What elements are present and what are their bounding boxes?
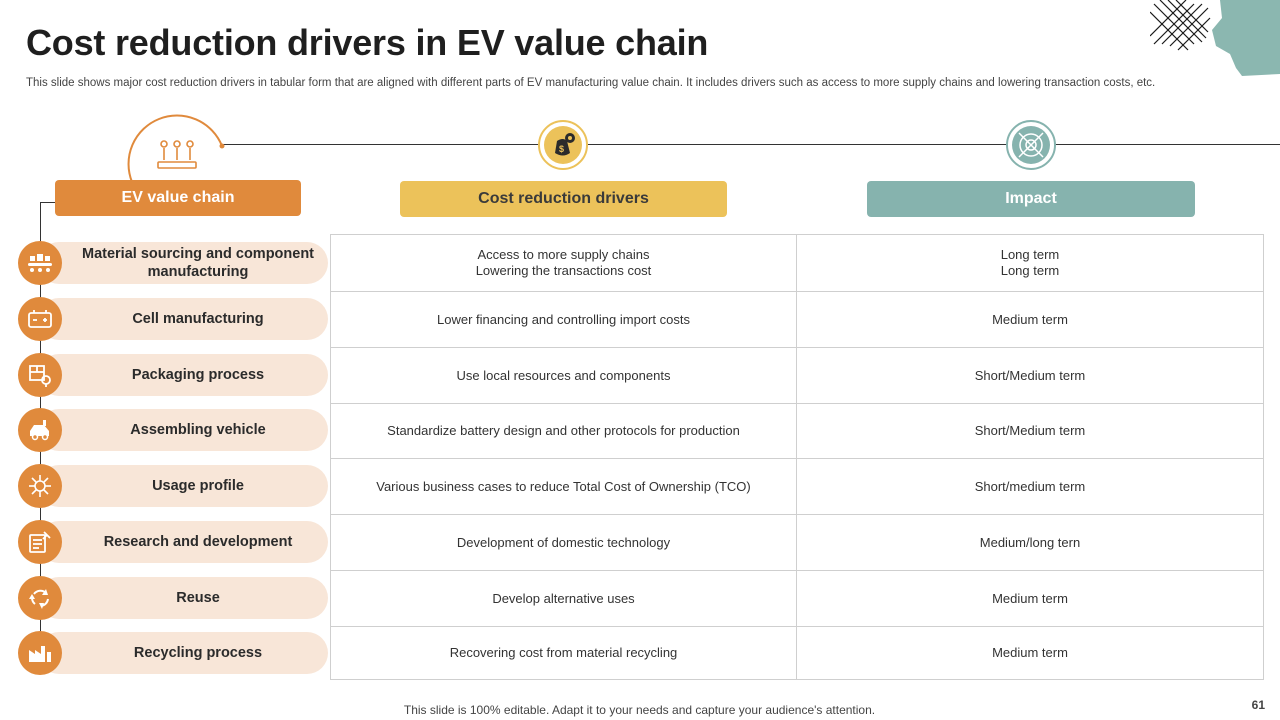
- driver-text: Access to more supply chains: [477, 247, 650, 262]
- impact-text: Short/Medium term: [974, 367, 1086, 383]
- chain-connector-stub: [40, 202, 56, 203]
- chain-item: Research and development: [18, 520, 328, 564]
- driver-text: Use local resources and components: [456, 367, 671, 383]
- value-chain-icon: [127, 114, 225, 183]
- table-row: Access to more supply chains Lowering th…: [331, 235, 1263, 291]
- driver-text: Standardize battery design and other pro…: [387, 423, 740, 438]
- driver-cell: Standardize battery design and other pro…: [331, 404, 797, 458]
- target-impact-icon: [1006, 120, 1056, 170]
- impact-text: Short/medium term: [974, 478, 1086, 494]
- impact-cell: Medium term: [797, 571, 1263, 626]
- impact-cell: Long term Long term: [797, 235, 1263, 291]
- chain-item: Reuse: [18, 576, 328, 620]
- chain-label: Recycling process: [38, 632, 328, 674]
- driver-text: Lower financing and controlling import c…: [437, 311, 690, 327]
- chain-item: Cell manufacturing: [18, 297, 328, 341]
- car-assembly-icon: [18, 408, 62, 452]
- driver-text: Various business cases to reduce Total C…: [376, 478, 751, 494]
- impact-cell: Short/Medium term: [797, 348, 1263, 403]
- slide-subtitle: This slide shows major cost reduction dr…: [26, 77, 1156, 89]
- svg-text:$: $: [559, 144, 564, 154]
- table-row: Lower financing and controlling import c…: [331, 291, 1263, 347]
- chain-label: Research and development: [38, 521, 328, 563]
- impact-cell: Short/Medium term: [797, 404, 1263, 458]
- chain-item: Usage profile: [18, 464, 328, 508]
- impact-cell: Short/medium term: [797, 459, 1263, 514]
- table-row: Standardize battery design and other pro…: [331, 403, 1263, 458]
- chain-label: Usage profile: [38, 465, 328, 507]
- chain-item: Material sourcing and component manufact…: [18, 241, 328, 285]
- table-row: Use local resources and components Short…: [331, 347, 1263, 403]
- recycling-factory-icon: [18, 631, 62, 675]
- chain-label: Material sourcing and component manufact…: [38, 242, 328, 284]
- chain-label: Reuse: [38, 577, 328, 619]
- table-row: Recovering cost from material recycling …: [331, 626, 1263, 679]
- money-bag-gear-icon: $: [538, 120, 588, 170]
- driver-cell: Use local resources and components: [331, 348, 797, 403]
- chain-item: Packaging process: [18, 353, 328, 397]
- impact-cell: Medium term: [797, 292, 1263, 347]
- driver-text: Lowering the transactions cost: [475, 263, 652, 278]
- battery-cell-icon: [18, 297, 62, 341]
- impact-cell: Medium/long tern: [797, 515, 1263, 570]
- header-impact: Impact: [867, 181, 1195, 217]
- recycle-arrows-icon: [18, 576, 62, 620]
- corner-decoration-icon: [1150, 0, 1280, 76]
- impact-text: Medium term: [992, 311, 1068, 327]
- impact-text: Long term: [1000, 247, 1060, 262]
- chain-item: Recycling process: [18, 631, 328, 675]
- header-ev-value-chain: EV value chain: [55, 180, 301, 216]
- chain-label: Assembling vehicle: [38, 409, 328, 451]
- impact-text: Medium term: [992, 645, 1068, 660]
- driver-text: Development of domestic technology: [456, 534, 671, 550]
- slide-title: Cost reduction drivers in EV value chain: [26, 22, 709, 63]
- slide-footer: This slide is 100% editable. Adapt it to…: [0, 703, 1280, 717]
- driver-cell: Access to more supply chains Lowering th…: [331, 235, 797, 291]
- impact-text: Long term: [1000, 263, 1060, 278]
- header-cost-reduction-drivers: Cost reduction drivers: [400, 181, 727, 217]
- impact-cell: Medium term: [797, 627, 1263, 679]
- driver-text: Recovering cost from material recycling: [449, 645, 678, 660]
- driver-cell: Develop alternative uses: [331, 571, 797, 626]
- driver-cell: Recovering cost from material recycling: [331, 627, 797, 679]
- package-icon: [18, 353, 62, 397]
- table-row: Various business cases to reduce Total C…: [331, 458, 1263, 514]
- driver-cell: Development of domestic technology: [331, 515, 797, 570]
- page-number: 61: [1251, 698, 1265, 712]
- timeline-connector: [222, 144, 1280, 145]
- chain-label: Packaging process: [38, 354, 328, 396]
- impact-text: Medium term: [992, 590, 1068, 606]
- factory-conveyor-icon: [18, 241, 62, 285]
- chain-label: Cell manufacturing: [38, 298, 328, 340]
- impact-text: Medium/long tern: [979, 534, 1081, 550]
- table-row: Develop alternative uses Medium term: [331, 570, 1263, 626]
- driver-cell: Lower financing and controlling import c…: [331, 292, 797, 347]
- table-row: Development of domestic technology Mediu…: [331, 514, 1263, 570]
- driver-cell: Various business cases to reduce Total C…: [331, 459, 797, 514]
- research-document-icon: [18, 520, 62, 564]
- driver-text: Develop alternative uses: [492, 590, 635, 606]
- footer-text: This slide is 100% editable. Adapt it to…: [403, 703, 876, 717]
- impact-text: Short/Medium term: [974, 423, 1086, 438]
- chain-item: Assembling vehicle: [18, 408, 328, 452]
- network-hub-icon: [18, 464, 62, 508]
- drivers-table: Access to more supply chains Lowering th…: [330, 234, 1264, 680]
